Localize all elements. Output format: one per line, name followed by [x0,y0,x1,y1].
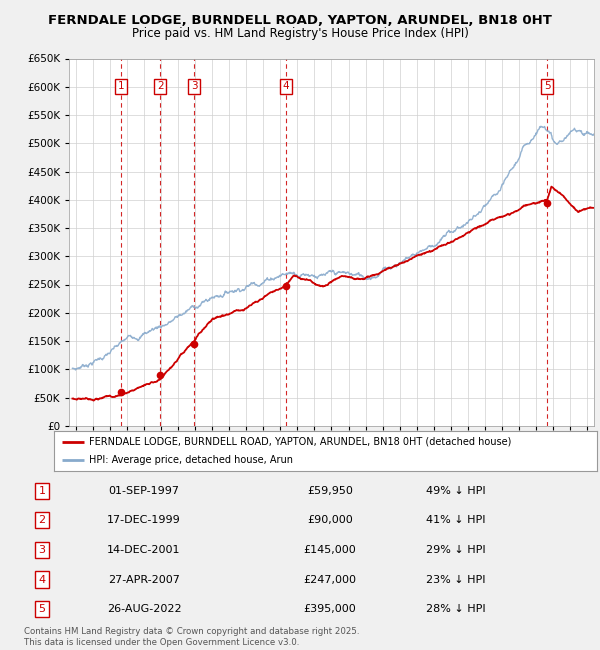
Text: £145,000: £145,000 [304,545,356,555]
Text: 41% ↓ HPI: 41% ↓ HPI [426,515,486,525]
Text: FERNDALE LODGE, BURNDELL ROAD, YAPTON, ARUNDEL, BN18 0HT (detached house): FERNDALE LODGE, BURNDELL ROAD, YAPTON, A… [89,437,512,447]
Text: HPI: Average price, detached house, Arun: HPI: Average price, detached house, Arun [89,456,293,465]
Text: 1: 1 [118,81,125,92]
Text: FERNDALE LODGE, BURNDELL ROAD, YAPTON, ARUNDEL, BN18 0HT: FERNDALE LODGE, BURNDELL ROAD, YAPTON, A… [48,14,552,27]
Text: 3: 3 [191,81,197,92]
Text: 4: 4 [38,575,46,584]
Text: £247,000: £247,000 [304,575,356,584]
Text: 27-APR-2007: 27-APR-2007 [108,575,180,584]
Text: Price paid vs. HM Land Registry's House Price Index (HPI): Price paid vs. HM Land Registry's House … [131,27,469,40]
Text: 5: 5 [544,81,550,92]
Text: £395,000: £395,000 [304,604,356,614]
Text: 49% ↓ HPI: 49% ↓ HPI [426,486,486,495]
Text: 2: 2 [38,515,46,525]
Text: £90,000: £90,000 [307,515,353,525]
Text: 26-AUG-2022: 26-AUG-2022 [107,604,181,614]
Text: 5: 5 [38,604,46,614]
Text: 29% ↓ HPI: 29% ↓ HPI [426,545,486,555]
Text: 2: 2 [157,81,164,92]
Text: 28% ↓ HPI: 28% ↓ HPI [426,604,486,614]
Text: 3: 3 [38,545,46,555]
Text: 4: 4 [283,81,289,92]
Text: 23% ↓ HPI: 23% ↓ HPI [426,575,486,584]
Text: £59,950: £59,950 [307,486,353,495]
Text: 14-DEC-2001: 14-DEC-2001 [107,545,181,555]
Text: 17-DEC-1999: 17-DEC-1999 [107,515,181,525]
Text: Contains HM Land Registry data © Crown copyright and database right 2025.
This d: Contains HM Land Registry data © Crown c… [24,627,359,647]
Text: 1: 1 [38,486,46,495]
Text: 01-SEP-1997: 01-SEP-1997 [109,486,179,495]
